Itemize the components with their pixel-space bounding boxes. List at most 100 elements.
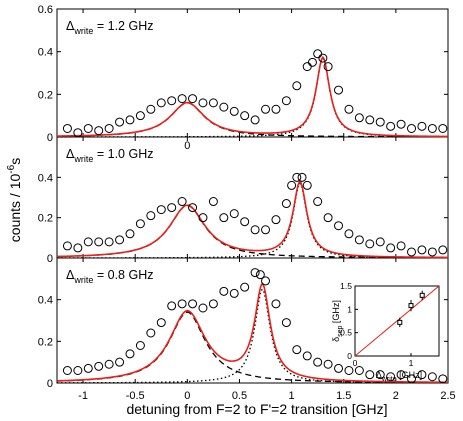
data-point (250, 225, 260, 235)
panel-label-delta: Δ (66, 268, 74, 282)
inset-x-label: Δwrite [GHz] (376, 370, 422, 383)
data-point (188, 203, 198, 213)
data-point (407, 374, 417, 384)
data-point (417, 370, 427, 380)
x-tick-label: 2 (393, 390, 399, 402)
data-point (240, 217, 250, 227)
inset-y-label-unit: [GHz] (331, 300, 341, 326)
y-tick-label: 0 (47, 378, 53, 390)
data-point (375, 117, 385, 127)
data-point (73, 243, 83, 253)
data-point (438, 123, 448, 133)
data-point (386, 372, 396, 382)
data-point (104, 359, 114, 369)
data-point (146, 328, 156, 338)
inset-y-tick-label: 1 (347, 304, 352, 314)
data-point (307, 57, 317, 67)
axes-layer: 0 0.2 0.4 0.6 0 0.2 0.4 0 0.2 0.4 -1 -0.5 0 0.5 1 1.5 2 2… (38, 4, 456, 402)
dashed-component-curve (56, 102, 448, 138)
data-point (281, 199, 291, 209)
data-point (417, 121, 427, 131)
data-point (135, 341, 145, 350)
data-point (62, 366, 72, 375)
panel-label-value: = 1.0 GHz (93, 147, 153, 161)
data-point (354, 235, 364, 245)
data-point (396, 241, 406, 251)
data-point (313, 357, 323, 367)
data-point (104, 237, 114, 247)
data-point (334, 363, 344, 373)
data-point (313, 49, 323, 59)
data-point (115, 357, 125, 367)
data-point (271, 299, 281, 309)
data-point (177, 299, 187, 309)
inset-y-label-subscript: sep (337, 326, 344, 337)
x-tick-label: -0.5 (126, 390, 145, 402)
inset-data-point (419, 292, 425, 298)
data-point (229, 288, 239, 298)
inset-x-label-delta: Δ (376, 370, 382, 380)
data-point (292, 172, 302, 182)
inset-reference-line (354, 285, 440, 357)
data-point (240, 282, 250, 292)
data-point (83, 363, 93, 373)
data-point (250, 115, 260, 125)
data-point (438, 374, 448, 384)
x-tick-label: 1 (289, 390, 295, 402)
data-point (281, 318, 291, 328)
data-point (417, 245, 427, 255)
data-point (365, 239, 375, 249)
y-tick-label: 0.2 (38, 213, 53, 225)
data-point (344, 366, 354, 375)
data-point (219, 102, 229, 112)
inset-x-label-unit: [GHz] (397, 370, 423, 380)
data-point (261, 276, 271, 286)
x-tick-label: 2.5 (440, 390, 455, 402)
panel-label-subscript: write (73, 26, 93, 36)
dotted-component-curve (57, 288, 448, 384)
panel-note: 0 (184, 140, 190, 152)
data-point (219, 286, 229, 296)
y-axis-label-exponent: -6 (6, 164, 17, 173)
data-point (208, 98, 218, 108)
data-point (94, 361, 104, 371)
data-point (125, 229, 135, 239)
inset-y-tick-label: 0 (347, 351, 352, 361)
svg-text:counts / 10-6s: counts / 10-6s (6, 158, 23, 242)
data-point (177, 94, 187, 104)
data-point (427, 247, 437, 257)
y-tick-label: 0.4 (38, 172, 53, 184)
data-point (407, 247, 417, 257)
data-point (83, 123, 93, 133)
data-point (198, 213, 208, 223)
data-point (292, 345, 302, 355)
data-point (255, 270, 265, 280)
y-tick-label: 0.2 (38, 336, 53, 348)
data-point (115, 235, 125, 245)
y-tick-label: 0 (47, 132, 53, 144)
inset-y-label-delta: δ (331, 337, 341, 342)
panel-label-delta: Δ (66, 147, 74, 161)
data-point (94, 126, 104, 136)
data-point (354, 113, 364, 123)
y-tick-label: 0.4 (38, 47, 53, 59)
data-point (302, 62, 312, 72)
data-point (83, 237, 93, 247)
y-tick-label: 0.2 (38, 89, 53, 101)
data-point (156, 205, 166, 215)
data-point (240, 111, 250, 121)
data-point (292, 81, 302, 91)
data-point (396, 370, 406, 380)
data-point (297, 172, 307, 182)
data-point (104, 123, 114, 133)
data-point (125, 115, 135, 125)
data-point (375, 370, 385, 380)
data-point (62, 241, 72, 251)
data-point (271, 104, 281, 114)
data-point (73, 366, 83, 375)
data-point (354, 366, 364, 375)
panel-label: Δwrite = 1.0 GHz (66, 147, 153, 164)
data-point (386, 121, 396, 131)
